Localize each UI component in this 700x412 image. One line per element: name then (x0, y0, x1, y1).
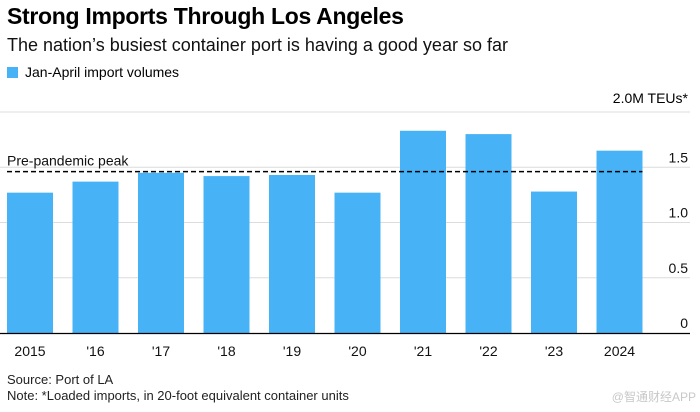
note-text: Note: *Loaded imports, in 20-foot equiva… (7, 388, 349, 403)
x-tick-label: '21 (414, 343, 432, 359)
chart-subtitle: The nation’s busiest container port is h… (7, 35, 508, 55)
x-tick-label: 2024 (604, 343, 635, 359)
bar (531, 191, 577, 333)
legend: Jan-April import volumes (7, 64, 179, 80)
y-axis-top-label: 2.0M TEUs* (612, 90, 688, 106)
x-tick-label: '16 (86, 343, 104, 359)
y-tick-label: 0.5 (669, 260, 689, 276)
x-tick-label: '23 (545, 343, 563, 359)
x-tick-label: '20 (348, 343, 366, 359)
reference-line: Pre-pandemic peak (7, 153, 643, 173)
pre-pandemic-peak-label: Pre-pandemic peak (7, 153, 129, 169)
chart-title: Strong Imports Through Los Angeles (7, 3, 404, 29)
y-tick-label: 1.5 (669, 149, 689, 165)
bar (72, 181, 119, 333)
bars (0, 130, 690, 335)
bar (400, 130, 446, 333)
bar (7, 192, 53, 333)
x-tick-labels: 2015 '16 '17 '18 '19 '20 '21 '22 '23 2024 (14, 343, 635, 359)
source-text: Source: Port of LA (7, 372, 114, 387)
y-tick-label: 0 (680, 315, 688, 331)
bar (596, 150, 643, 333)
x-tick-label: 2015 (14, 343, 45, 359)
x-tick-label: '18 (217, 343, 235, 359)
legend-swatch (7, 66, 18, 78)
bar (269, 174, 315, 333)
bar (465, 134, 512, 333)
y-tick-label: 1.0 (669, 205, 689, 221)
x-tick-label: '17 (152, 343, 170, 359)
x-tick-label: '22 (479, 343, 497, 359)
watermark: @智通财经APP (611, 390, 696, 404)
x-tick-label: '19 (283, 343, 301, 359)
legend-label: Jan-April import volumes (25, 64, 180, 80)
bar (203, 176, 250, 333)
bar (334, 192, 381, 333)
bar (138, 172, 184, 333)
y-tick-labels: 0 0.5 1.0 1.5 (669, 149, 689, 331)
